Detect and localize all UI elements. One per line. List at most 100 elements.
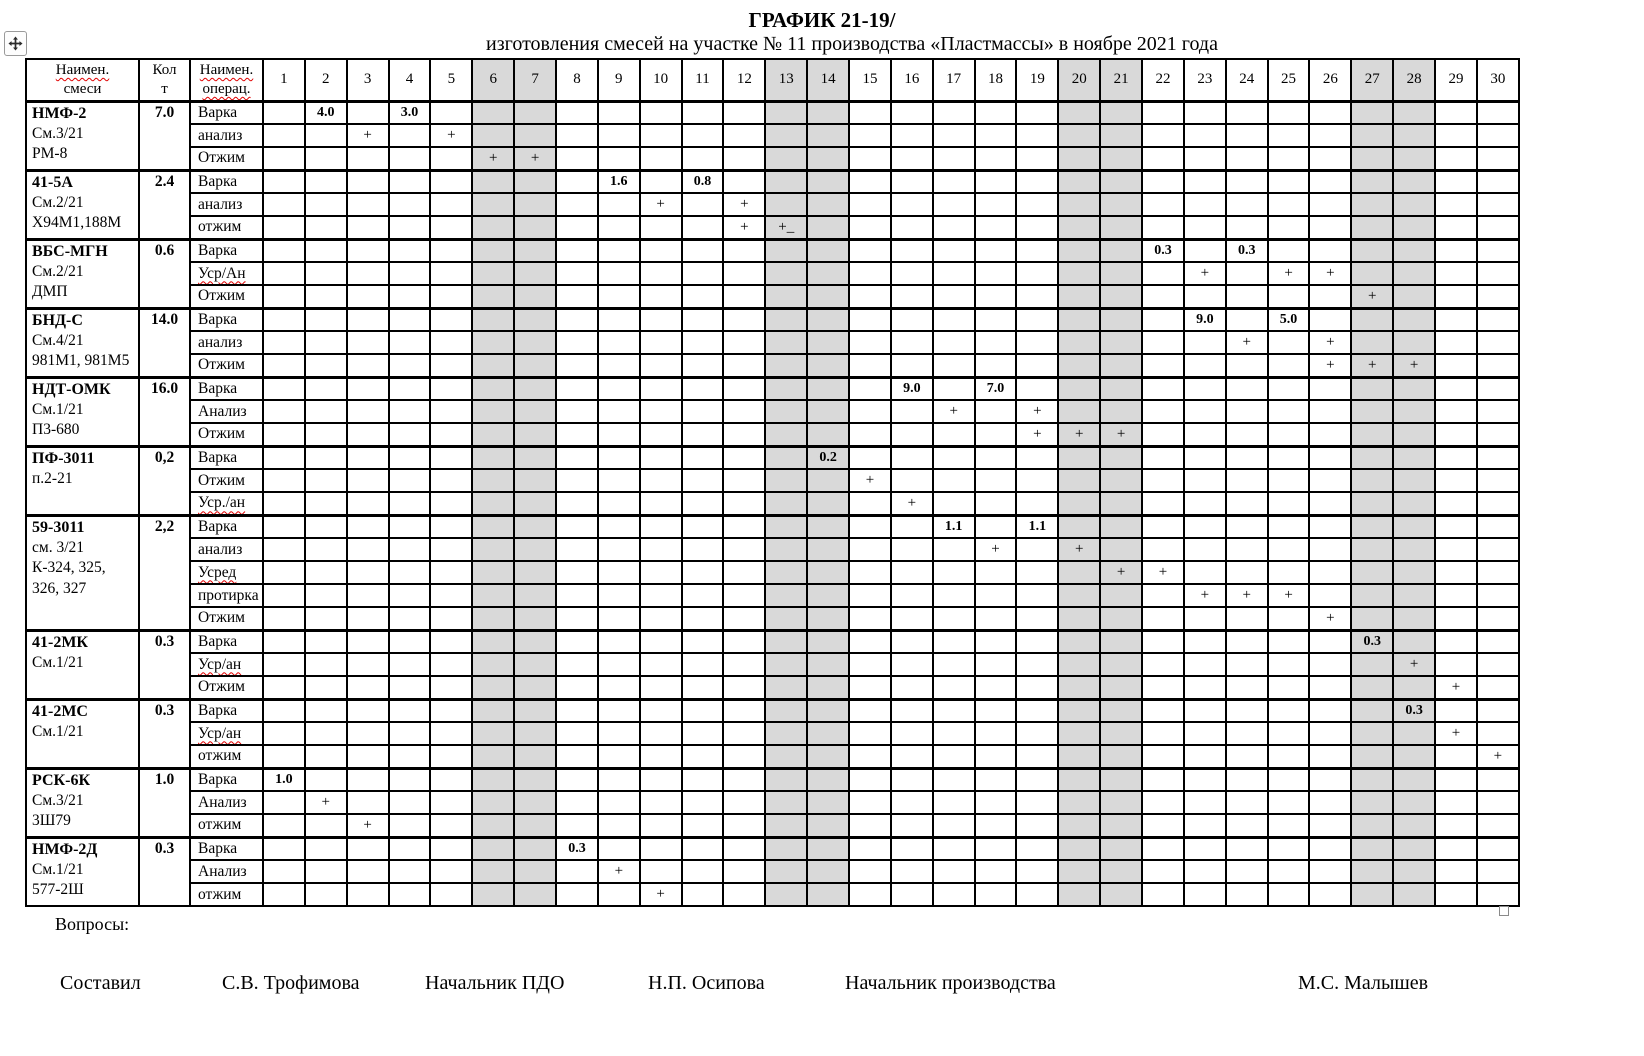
- schedule-cell-day-4: [387, 813, 432, 838]
- table-move-handle[interactable]: [4, 31, 27, 56]
- schedule-cell-day-6: +: [471, 146, 516, 171]
- schedule-cell-day-5: [429, 422, 474, 447]
- schedule-cell-day-17: [931, 468, 976, 493]
- schedule-cell-day-7: [513, 513, 558, 539]
- schedule-cell-day-11: [680, 306, 725, 332]
- schedule-row: БНД-С См.4/21 981М1, 981М5 14.0 Варка 9.0 5.0: [25, 306, 1520, 378]
- schedule-cell-day-19: [1015, 628, 1060, 654]
- schedule-cell-day-15: [848, 697, 892, 723]
- operation-label: Уср/Ан: [198, 264, 246, 282]
- schedule-cell-day-15: [848, 237, 892, 263]
- operation-label: Варка: [198, 701, 238, 719]
- schedule-cell-day-21: [1099, 375, 1144, 401]
- schedule-cell-day-7: [513, 813, 558, 838]
- schedule-cell-day-13: [764, 859, 809, 884]
- schedule-cell-day-5: [429, 99, 474, 125]
- mixture-detail: 326, 327: [32, 579, 87, 597]
- schedule-cell-day-26: [1308, 237, 1353, 263]
- schedule-cell-day-23: [1182, 835, 1227, 861]
- schedule-cell-day-27: [1350, 606, 1395, 631]
- schedule-cell-day-14: [806, 721, 851, 746]
- schedule-cell-day-22: [1141, 813, 1185, 838]
- schedule-cell-day-30: [1475, 192, 1520, 217]
- schedule-cell-day-9: [596, 628, 641, 654]
- schedule-cell-day-2: [303, 835, 348, 861]
- schedule-cell-day-17: [931, 422, 976, 447]
- schedule-cell-day-7: [513, 721, 558, 746]
- schedule-cell-day-28: [1392, 721, 1437, 746]
- schedule-cell-day-25: [1266, 168, 1311, 194]
- schedule-cell-day-18: [973, 237, 1018, 263]
- schedule-cell-day-22: +: [1141, 560, 1185, 585]
- schedule-cell-day-2: [303, 399, 348, 424]
- schedule-cell-day-15: +: [848, 468, 892, 493]
- schedule-cell-day-26: [1308, 422, 1353, 447]
- schedule-cell-day-4: [387, 422, 432, 447]
- schedule-cell-day-12: [722, 675, 767, 700]
- schedule-cell-day-4: [387, 744, 432, 769]
- schedule-cell-day-27: [1350, 146, 1395, 171]
- schedule-cell-day-18: [973, 606, 1018, 631]
- schedule-cell-day-4: [387, 306, 432, 332]
- mixture-name: ВБС-МГН: [32, 242, 108, 260]
- schedule-cell-day-25: [1266, 123, 1311, 148]
- schedule-cell-day-28: [1392, 422, 1437, 447]
- schedule-cell-day-29: [1434, 628, 1478, 654]
- schedule-cell-day-19: [1015, 583, 1060, 608]
- schedule-cell-day-18: [973, 146, 1018, 171]
- schedule-cell-day-12: [722, 813, 767, 838]
- schedule-cell-day-4: [387, 468, 432, 493]
- schedule-cell-day-16: [889, 146, 934, 171]
- schedule-cell-day-5: [429, 675, 474, 700]
- column-header-day-9: 9: [596, 58, 641, 102]
- schedule-cell-day-11: [680, 422, 725, 447]
- schedule-row: анализ + +: [26, 123, 1520, 148]
- schedule-cell-day-30: [1475, 537, 1520, 562]
- column-header-day-27: 27: [1350, 58, 1395, 102]
- schedule-cell-day-9: [596, 123, 641, 148]
- schedule-cell-day-16: [889, 859, 934, 884]
- schedule-cell-day-22: [1141, 583, 1185, 608]
- operation-label: Отжим: [198, 425, 245, 443]
- schedule-cell-day-8: [555, 697, 599, 723]
- mixture-name-cell: БНД-С См.4/21 981М1, 981М5: [25, 306, 140, 378]
- schedule-cell-day-1: [262, 468, 306, 493]
- schedule-row: 41-2МС См.1/21 0.3 Варка 0.3: [25, 697, 1520, 769]
- operation-label-cell: Варка: [189, 99, 264, 125]
- mixture-name-cell: 59-3011 см. 3/21 К-324, 325, 326, 327: [25, 513, 140, 631]
- schedule-cell-day-1: [262, 813, 306, 838]
- schedule-cell-day-19: [1015, 537, 1060, 562]
- schedule-cell-day-15: [848, 560, 892, 585]
- schedule-cell-day-22: [1141, 375, 1185, 401]
- schedule-cell-day-27: [1350, 168, 1395, 194]
- schedule-cell-day-3: [345, 237, 390, 263]
- schedule-cell-day-17: [931, 444, 976, 470]
- schedule-cell-day-15: [848, 422, 892, 447]
- operation-label: Варка: [198, 839, 238, 857]
- schedule-row: Уср./ан +: [26, 491, 1520, 516]
- schedule-cell-day-8: [555, 99, 599, 125]
- schedule-cell-day-16: [889, 284, 934, 309]
- schedule-cell-day-30: [1475, 468, 1520, 493]
- signature-role-head-production: Начальник производства: [845, 972, 1056, 994]
- schedule-cell-day-19: [1015, 444, 1060, 470]
- operation-label-cell: Усред: [189, 560, 264, 585]
- schedule-cell-day-22: [1141, 491, 1185, 516]
- schedule-cell-day-16: [889, 513, 934, 539]
- schedule-cell-day-25: [1266, 422, 1311, 447]
- schedule-cell-day-6: [471, 192, 516, 217]
- schedule-cell-day-20: [1057, 123, 1102, 148]
- schedule-cell-day-27: [1350, 675, 1395, 700]
- schedule-cell-day-18: [973, 721, 1018, 746]
- schedule-cell-day-5: [429, 284, 474, 309]
- schedule-cell-day-29: [1434, 813, 1478, 838]
- schedule-cell-day-2: 4.0: [303, 99, 348, 125]
- schedule-cell-day-11: [680, 513, 725, 539]
- table-resize-handle[interactable]: [1499, 906, 1509, 916]
- schedule-cell-day-4: [387, 399, 432, 424]
- schedule-cell-day-3: [345, 606, 390, 631]
- schedule-cell-day-24: [1224, 192, 1269, 217]
- schedule-cell-day-16: [889, 766, 934, 792]
- mixture-qty-cell: 2,2: [138, 513, 191, 631]
- schedule-cell-day-29: [1434, 513, 1478, 539]
